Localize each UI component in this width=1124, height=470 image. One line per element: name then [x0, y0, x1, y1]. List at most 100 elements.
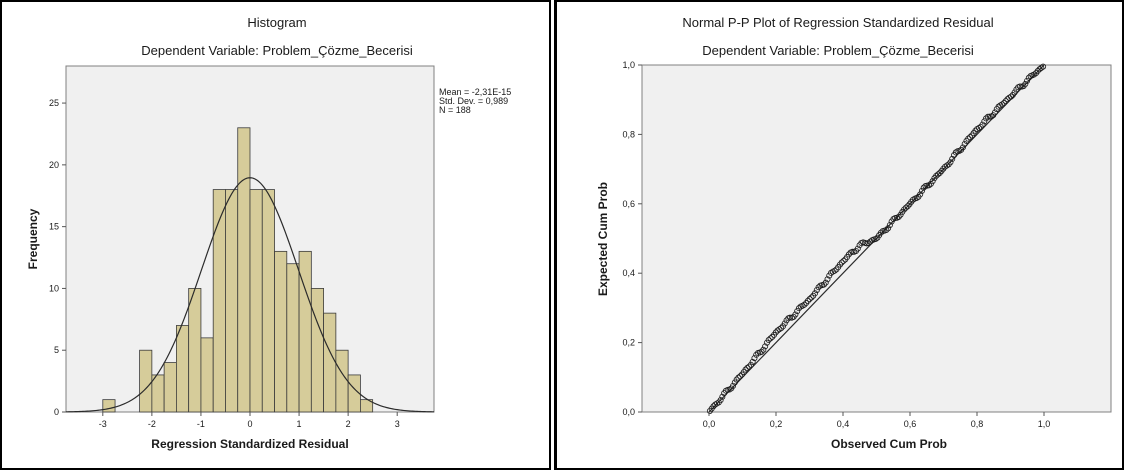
- stats-std-dev: Std. Dev. = 0,989: [439, 96, 508, 106]
- pp-point-111: [904, 203, 911, 210]
- histogram-y-ticks: 0 5 10 15 20 25: [49, 98, 66, 417]
- pp-point-33: [765, 336, 772, 343]
- pp-point-48: [792, 311, 799, 318]
- pp-plot-chart: Normal P-P Plot of Regression Standardiz…: [596, 15, 1112, 451]
- pp-point-30: [760, 346, 767, 353]
- pp-point-25: [751, 355, 758, 362]
- pp-point-42: [781, 320, 788, 327]
- pp-point-74: [838, 259, 845, 266]
- pp-point-113: [908, 198, 915, 205]
- pp-point-24: [749, 358, 756, 365]
- histogram-x-tick-label-0: -3: [99, 419, 107, 429]
- histogram-bar-2: [151, 374, 165, 413]
- pp-point-146: [967, 134, 974, 141]
- histogram-bar-18: [347, 374, 361, 413]
- pp-point-49: [794, 308, 801, 315]
- pp-point-174: [1016, 83, 1023, 90]
- pp-point-114: [910, 196, 917, 203]
- histogram-x-tick-label-1: -2: [148, 419, 156, 429]
- pp-x-tick-label-1: 0,2: [770, 419, 783, 429]
- pp-point-136: [949, 155, 956, 162]
- pp-point-151: [975, 125, 982, 132]
- pp-point-64: [820, 281, 827, 288]
- pp-point-70: [831, 267, 838, 274]
- pp-point-66: [824, 276, 831, 283]
- histogram-bar-16: [323, 312, 337, 413]
- histogram-y-tick-label-0: 0: [54, 407, 59, 417]
- pp-point-29: [758, 348, 765, 355]
- pp-point-75: [840, 257, 847, 264]
- pp-point-11: [726, 386, 733, 393]
- pp-point-135: [947, 159, 954, 166]
- histogram-x-tick-label-2: -1: [197, 419, 205, 429]
- pp-x-tick-label-2: 0,4: [837, 419, 850, 429]
- histogram-bar-5: [188, 288, 202, 413]
- pp-point-17: [737, 373, 744, 380]
- pp-point-134: [945, 161, 952, 168]
- pp-point-133: [943, 162, 950, 169]
- histogram-subtitle: Dependent Variable: Problem_Çözme_Beceri…: [141, 43, 413, 58]
- histogram-x-tick-label-6: 3: [395, 419, 400, 429]
- pp-point-166: [1002, 98, 1009, 105]
- pp-point-128: [934, 171, 941, 178]
- histogram-bar-10: [249, 189, 263, 413]
- histogram-y-label: Frequency: [26, 208, 40, 269]
- pp-point-164: [999, 101, 1006, 108]
- normal-curve: [65, 177, 435, 413]
- pp-points: [706, 63, 1047, 414]
- pp-y-tick-label-3: 0,6: [622, 199, 635, 209]
- histogram-bar-3: [163, 362, 177, 413]
- pp-point-23: [747, 361, 754, 368]
- pp-point-56: [806, 296, 813, 303]
- histogram-bar-1: [139, 349, 153, 413]
- histogram-bar-9: [237, 127, 251, 413]
- pp-point-178: [1024, 77, 1031, 84]
- histogram-bar-19: [359, 399, 374, 413]
- histogram-y-tick-label-4: 20: [49, 160, 59, 170]
- pp-point-53: [801, 301, 808, 308]
- pp-point-127: [933, 172, 940, 179]
- pp-point-165: [1000, 100, 1007, 107]
- pp-point-55: [804, 297, 811, 304]
- pp-point-109: [901, 206, 908, 213]
- pp-point-93: [872, 236, 879, 243]
- histogram-panel: Histogram Dependent Variable: Problem_Çö…: [0, 0, 551, 470]
- pp-x-tick-label-0: 0,0: [703, 419, 716, 429]
- histogram-bars: [102, 127, 374, 413]
- pp-y-tick-label-2: 0,4: [622, 268, 635, 278]
- stats-mean: Mean = -2,31E-15: [439, 87, 511, 97]
- histogram-x-tick-label-3: 0: [247, 419, 252, 429]
- pp-point-31: [762, 343, 769, 350]
- histogram-bar-12: [274, 250, 288, 413]
- histogram-title: Histogram: [247, 15, 306, 30]
- pp-x-tick-label-5: 1,0: [1038, 419, 1051, 429]
- pp-y-tick-label-5: 1,0: [622, 60, 635, 70]
- pp-y-label: Expected Cum Prob: [596, 182, 610, 296]
- stats-n: N = 188: [439, 105, 471, 115]
- pp-point-142: [959, 144, 966, 151]
- pp-point-177: [1022, 81, 1029, 88]
- pp-point-101: [886, 222, 893, 229]
- pp-point-158: [988, 113, 995, 120]
- pp-point-20: [742, 366, 749, 373]
- histogram-x-label: Regression Standardized Residual: [151, 437, 348, 451]
- pp-point-7: [719, 393, 726, 400]
- pp-point-183: [1032, 70, 1039, 77]
- pp-point-57: [808, 294, 815, 301]
- pp-plot-subtitle: Dependent Variable: Problem_Çözme_Beceri…: [702, 43, 974, 58]
- pp-y-ticks: 0,0 0,2 0,4 0,6 0,8 1,0: [622, 60, 642, 417]
- histogram-y-tick-label-3: 15: [49, 222, 59, 232]
- pp-point-45: [787, 314, 794, 321]
- histogram-y-tick-label-5: 25: [49, 98, 59, 108]
- pp-point-123: [926, 182, 933, 189]
- pp-point-83: [854, 245, 861, 252]
- pp-point-22: [746, 363, 753, 370]
- pp-point-99: [883, 227, 890, 234]
- pp-point-16: [735, 374, 742, 381]
- pp-point-34: [767, 335, 774, 342]
- pp-point-80: [849, 248, 856, 255]
- histogram-bar-4: [175, 325, 190, 413]
- pp-point-138: [952, 149, 959, 156]
- pp-x-ticks: 0,0 0,2 0,4 0,6 0,8 1,0: [703, 412, 1051, 429]
- pp-point-6: [717, 397, 724, 404]
